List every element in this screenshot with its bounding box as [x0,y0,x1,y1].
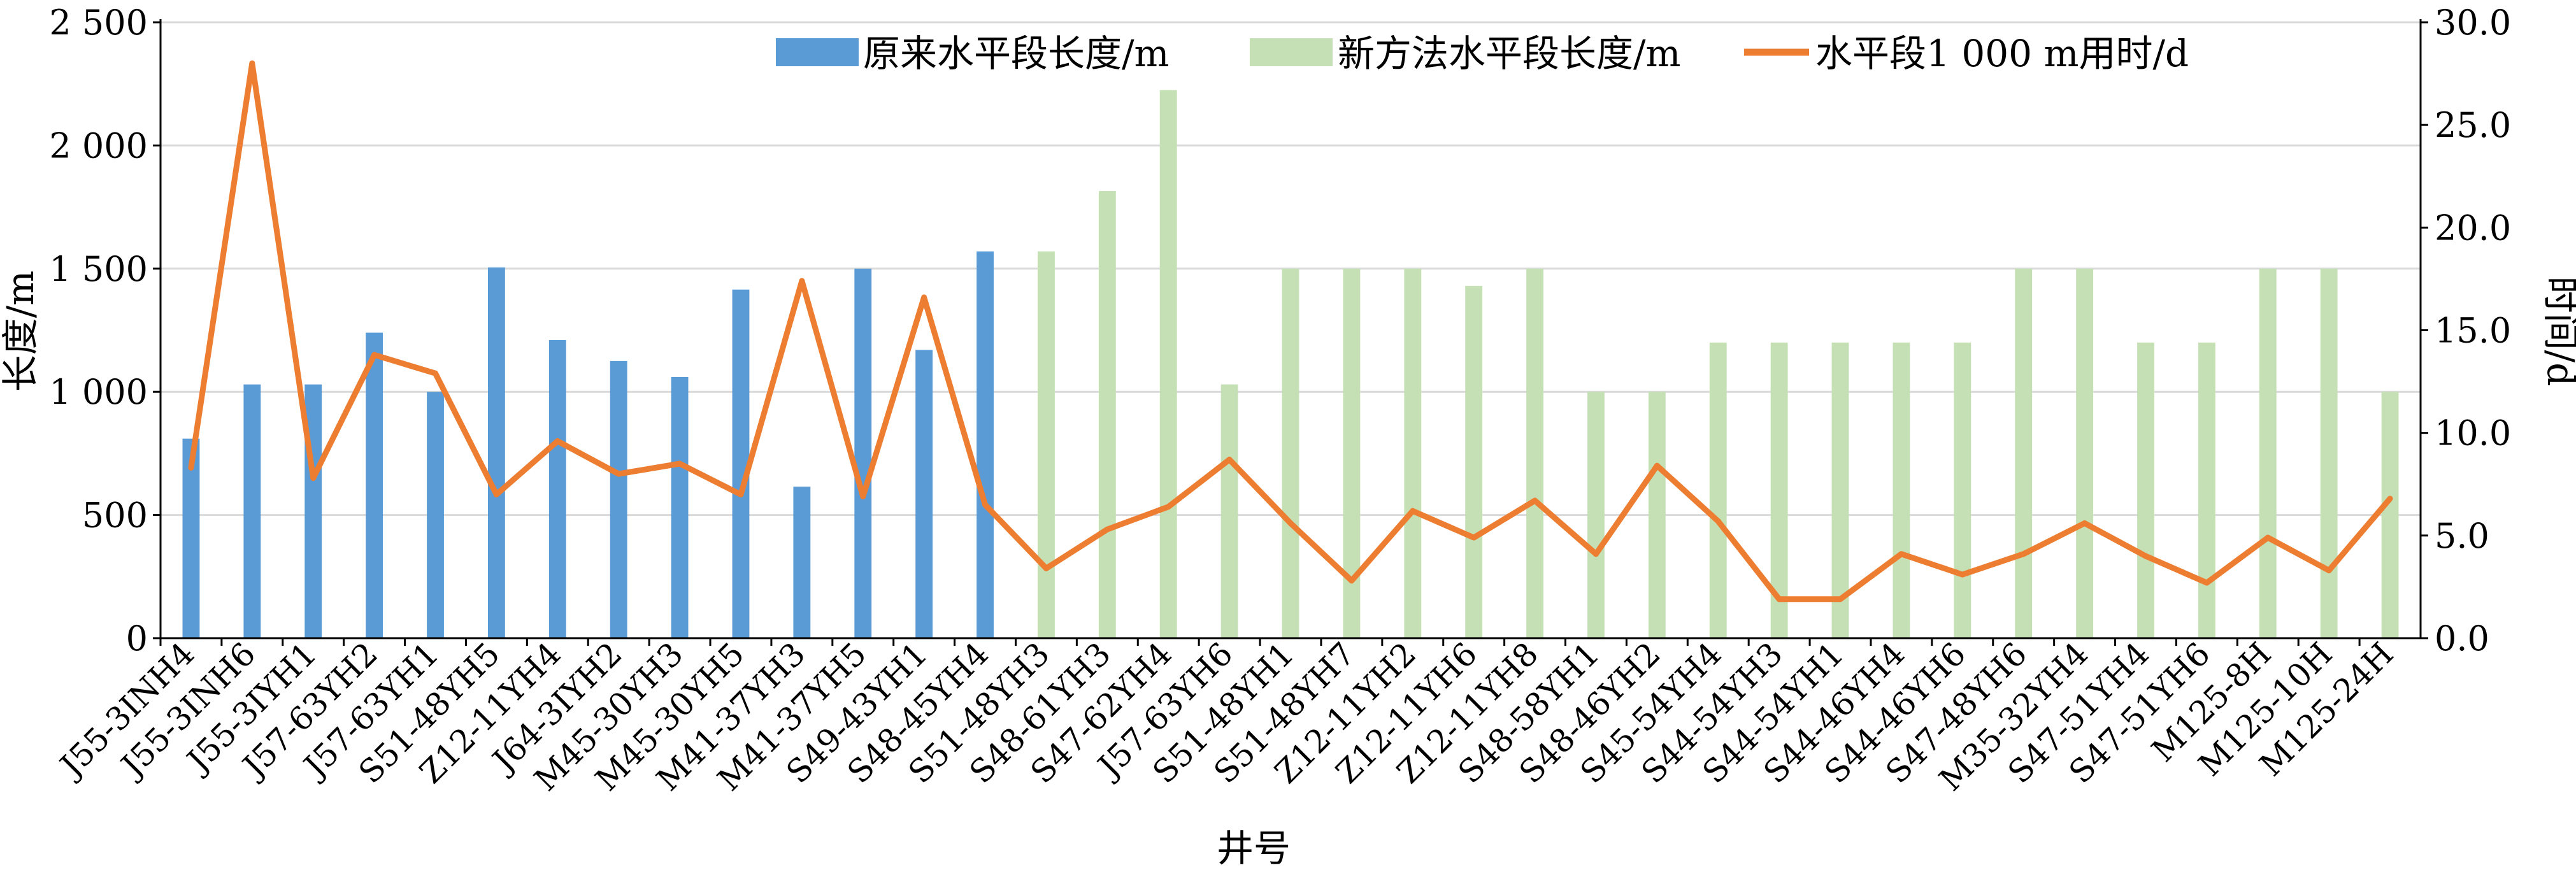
bar [2259,268,2277,638]
bar [610,360,627,638]
bar [1098,190,1116,638]
line-point [1959,571,1966,578]
legend-swatch-original-length [776,38,859,66]
bar [671,376,689,638]
left-axis-tick-labels: 0 500 1 000 1 500 2 000 2 500 [49,3,161,659]
bar [2320,268,2338,638]
line-point [1654,462,1660,469]
line-point [615,471,622,477]
line-point [1898,551,1905,557]
line-point [188,464,194,471]
line-point [433,370,439,376]
line-point [1043,565,1049,571]
left-tick-label: 500 [82,496,148,536]
bars-layer [182,90,2399,639]
line-point [2387,496,2393,502]
bar [1831,342,1849,638]
right-tick-label: 10.0 [2435,413,2511,453]
bar [1038,251,1055,638]
line-point [1226,457,1233,463]
line-point [1471,534,1477,541]
bar [2137,342,2154,638]
line-point [2021,551,2027,557]
bar [915,350,933,638]
bar [2381,392,2399,638]
right-tick-label: 5.0 [2435,516,2489,556]
line-point [921,294,927,301]
line-point [982,501,989,508]
line-point [493,491,499,497]
bar [548,339,566,638]
line-point [1837,596,1843,603]
line-point [310,475,317,481]
left-tick-label: 0 [126,618,148,659]
legend-label-time: 水平段1 000 m用时/d [1815,32,2189,75]
line-point [371,352,378,358]
line-point [1410,508,1416,514]
line-point [1287,520,1294,526]
bar [2198,342,2215,638]
line-layer [188,60,2393,603]
line-point [1715,518,1721,524]
right-tick-label: 25.0 [2435,105,2511,145]
bar [1587,392,1605,638]
x-axis-title: 井号 [1217,827,1291,870]
right-tick-label: 15.0 [2435,311,2511,351]
line-point [860,494,866,500]
bar [1709,342,1727,638]
right-axis-tick-labels: 0.0 5.0 10.0 15.0 20.0 25.0 30.0 [2421,3,2511,659]
bar [1526,268,1543,638]
right-tick-label: 30.0 [2435,3,2511,43]
bar [854,268,872,638]
bar [793,487,811,638]
left-tick-label: 2 000 [49,125,148,166]
legend-swatch-new-length [1250,38,1333,66]
right-tick-label: 0.0 [2435,618,2489,659]
bar [182,438,200,638]
line-point [1776,596,1782,603]
line-point [1104,526,1110,532]
line-point [738,491,744,497]
bar [732,289,750,639]
bar [243,384,261,638]
line-point [2265,534,2271,541]
bar [1465,285,1483,639]
bar [1648,392,1666,638]
left-tick-label: 1 500 [49,249,148,289]
y-axis-title-right: 时间/d [2539,276,2576,387]
bar [2076,268,2094,638]
line-point [2326,567,2332,574]
bar [2015,268,2033,638]
line-point [2142,553,2149,559]
line-point [249,60,255,66]
line-point [2203,580,2210,586]
bar [1220,384,1238,638]
bar [1282,268,1299,638]
right-tick-label: 20.0 [2435,208,2511,248]
line-point [2082,520,2088,526]
y-axis-title-left: 长度/m [0,271,42,392]
left-tick-label: 2 500 [49,3,148,43]
legend: 原来水平段长度/m 新方法水平段长度/m 水平段1 000 m用时/d [776,32,2189,75]
line-point [799,278,805,284]
bar [1404,268,1422,638]
bar [1893,342,1910,638]
bar [1159,90,1177,638]
bar [427,392,444,638]
line-point [676,460,683,467]
bar [1954,342,1971,638]
bar [487,267,505,639]
line-point [1165,504,1171,510]
legend-label-new-length: 新方法水平段长度/m [1338,32,1681,75]
bar [366,332,383,638]
left-tick-label: 1 000 [49,372,148,412]
line-point [1532,497,1538,504]
bar [977,251,994,638]
line-point [1349,578,1355,584]
line-point [554,438,561,445]
category-tick-labels: J55-3INH4J55-3INH6J55-3IYH1J57-63YH2J57-… [51,635,2400,798]
legend-label-original-length: 原来水平段长度/m [863,32,1170,75]
line-point [1592,551,1599,557]
